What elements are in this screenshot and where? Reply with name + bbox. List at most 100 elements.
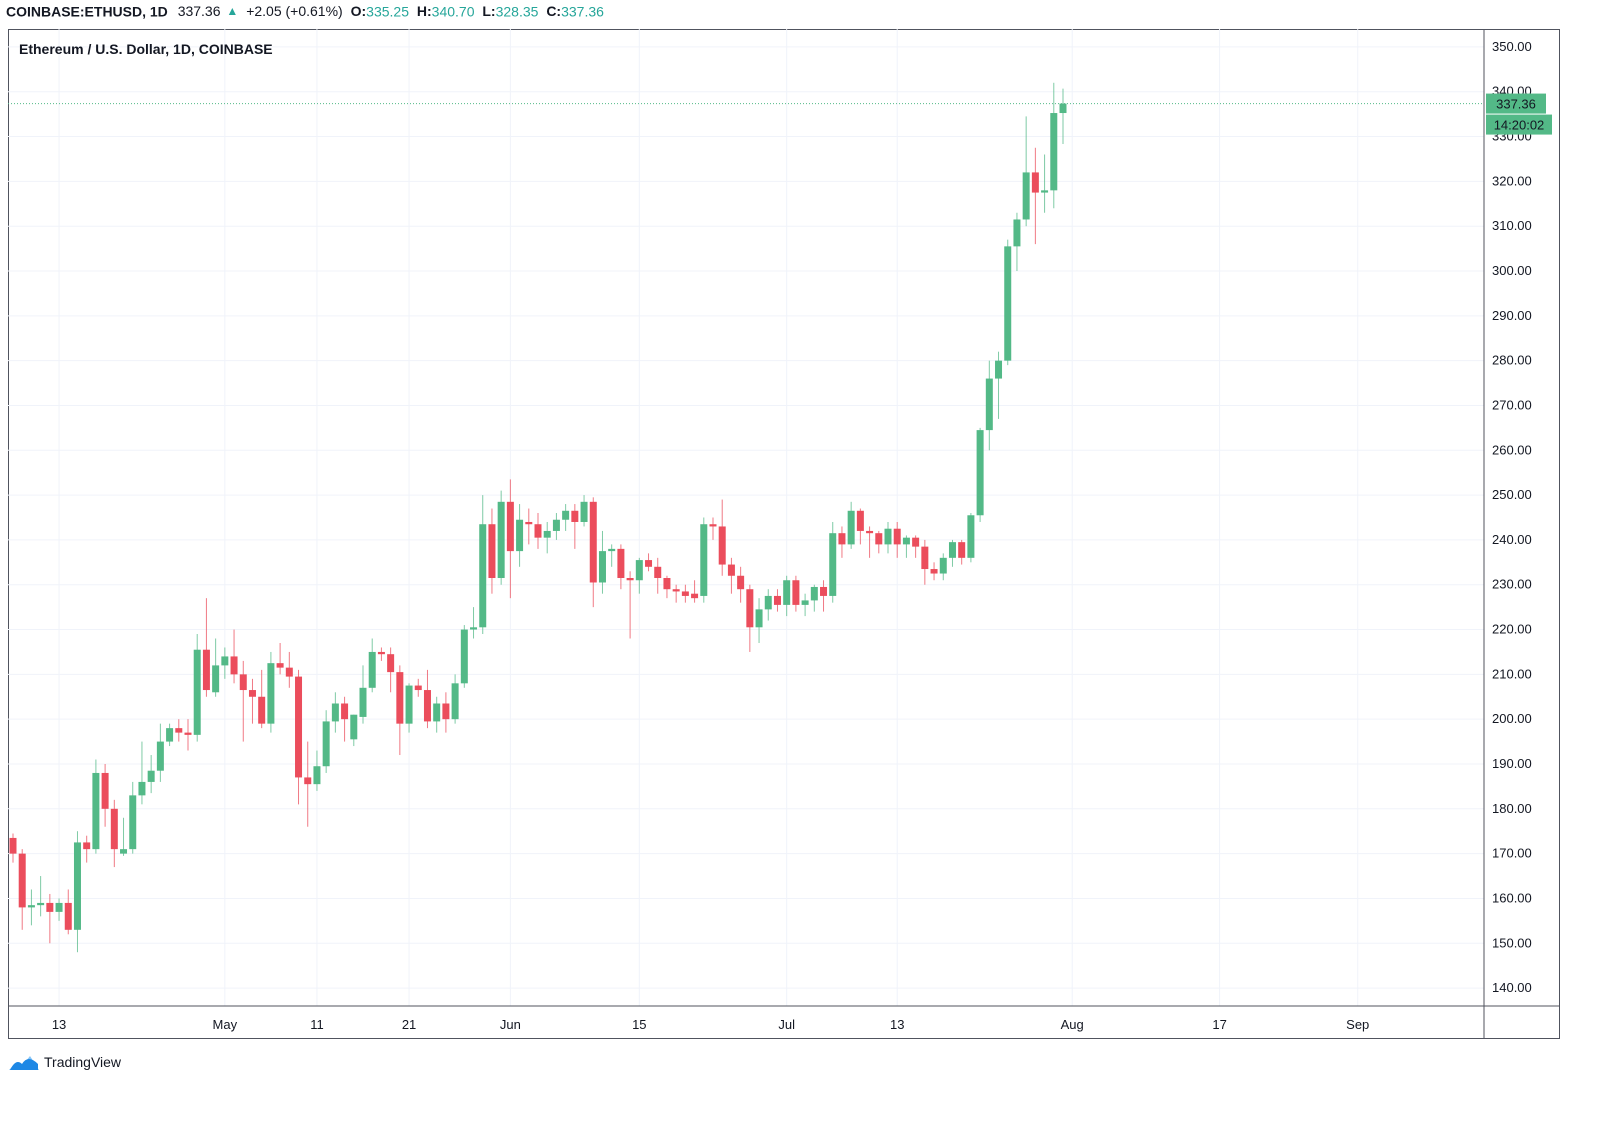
candle[interactable] — [884, 521, 892, 554]
candle[interactable] — [488, 508, 496, 594]
candle[interactable] — [847, 501, 855, 549]
candle[interactable] — [405, 683, 413, 733]
candle[interactable] — [451, 674, 459, 724]
candle[interactable] — [902, 535, 910, 558]
candle[interactable] — [202, 598, 210, 697]
candle[interactable] — [608, 544, 616, 567]
candle[interactable] — [37, 876, 45, 917]
candle[interactable] — [663, 575, 671, 599]
candle[interactable] — [396, 665, 404, 756]
candle[interactable] — [414, 678, 422, 697]
candle[interactable] — [985, 360, 993, 451]
candle[interactable] — [810, 584, 818, 612]
candle[interactable] — [442, 692, 450, 733]
candle[interactable] — [875, 530, 883, 554]
candle[interactable] — [838, 526, 846, 558]
tradingview-brand[interactable]: TradingView — [44, 1054, 122, 1070]
candle[interactable] — [516, 504, 524, 567]
candle[interactable] — [377, 647, 385, 661]
candlestick-chart[interactable]: 140.00 150.00 160.00 170.00 180.00 190.00 200.… — [8, 29, 1560, 1039]
candle[interactable] — [138, 741, 146, 805]
candle[interactable] — [598, 530, 606, 594]
candle[interactable] — [1013, 212, 1021, 272]
candle[interactable] — [248, 678, 256, 724]
candle[interactable] — [175, 719, 183, 742]
candle[interactable] — [617, 544, 625, 590]
candle[interactable] — [350, 714, 358, 747]
candle[interactable] — [635, 557, 643, 594]
candle[interactable] — [801, 593, 809, 617]
candle[interactable] — [359, 665, 367, 724]
candle[interactable] — [856, 508, 864, 545]
candle[interactable] — [967, 513, 975, 563]
candle[interactable] — [368, 638, 376, 693]
candle[interactable] — [866, 526, 874, 558]
candle[interactable] — [829, 521, 837, 603]
candle[interactable] — [792, 575, 800, 612]
candle[interactable] — [700, 517, 708, 603]
candle[interactable] — [64, 889, 72, 935]
candle[interactable] — [948, 539, 956, 567]
candle[interactable] — [285, 651, 293, 688]
candle[interactable] — [571, 504, 579, 549]
candle[interactable] — [580, 495, 588, 527]
candle[interactable] — [820, 580, 828, 612]
candle[interactable] — [497, 490, 505, 585]
candle[interactable] — [193, 634, 201, 742]
candle[interactable] — [276, 642, 284, 675]
candle[interactable] — [930, 562, 938, 581]
candle[interactable] — [433, 696, 441, 733]
candle[interactable] — [423, 669, 431, 729]
candle[interactable] — [470, 607, 478, 639]
candle[interactable] — [1050, 82, 1058, 209]
candle[interactable] — [534, 513, 542, 549]
candle[interactable] — [709, 517, 717, 540]
candle[interactable] — [1004, 239, 1012, 366]
candle[interactable] — [773, 589, 781, 612]
candle[interactable] — [552, 513, 560, 540]
candle[interactable] — [921, 539, 929, 585]
candle[interactable] — [184, 719, 192, 751]
candle[interactable] — [1059, 88, 1067, 144]
candle[interactable] — [718, 499, 726, 576]
candle[interactable] — [958, 539, 966, 565]
candle[interactable] — [55, 898, 63, 921]
candle[interactable] — [672, 584, 680, 603]
candle[interactable] — [27, 889, 35, 926]
candle[interactable] — [258, 669, 266, 729]
candle[interactable] — [83, 835, 91, 863]
candle[interactable] — [645, 553, 653, 572]
candle[interactable] — [746, 584, 754, 652]
candle[interactable] — [506, 479, 514, 599]
candle[interactable] — [101, 763, 109, 827]
candle[interactable] — [543, 521, 551, 554]
candle[interactable] — [129, 781, 137, 854]
candle[interactable] — [783, 575, 791, 617]
candle[interactable] — [120, 817, 128, 856]
candle[interactable] — [156, 723, 164, 782]
candle[interactable] — [764, 589, 772, 621]
candle[interactable] — [73, 831, 81, 953]
candle[interactable] — [1031, 147, 1039, 245]
candle[interactable] — [976, 427, 984, 522]
candle[interactable] — [92, 759, 100, 854]
candle[interactable] — [626, 571, 634, 639]
candle[interactable] — [166, 723, 174, 747]
candle[interactable] — [939, 553, 947, 581]
candle[interactable] — [304, 741, 312, 827]
candle[interactable] — [387, 647, 395, 693]
candle[interactable] — [589, 497, 597, 608]
candle[interactable] — [267, 651, 275, 733]
candle[interactable] — [1041, 154, 1049, 213]
candle[interactable] — [322, 710, 330, 773]
candle[interactable] — [221, 647, 229, 679]
candle[interactable] — [681, 584, 689, 603]
candle[interactable] — [460, 625, 468, 688]
candle[interactable] — [727, 557, 735, 594]
candle[interactable] — [691, 580, 699, 603]
candle[interactable] — [755, 598, 763, 643]
candle[interactable] — [737, 566, 745, 603]
candle[interactable] — [46, 893, 54, 944]
candle[interactable] — [313, 750, 321, 791]
candle[interactable] — [331, 692, 339, 733]
